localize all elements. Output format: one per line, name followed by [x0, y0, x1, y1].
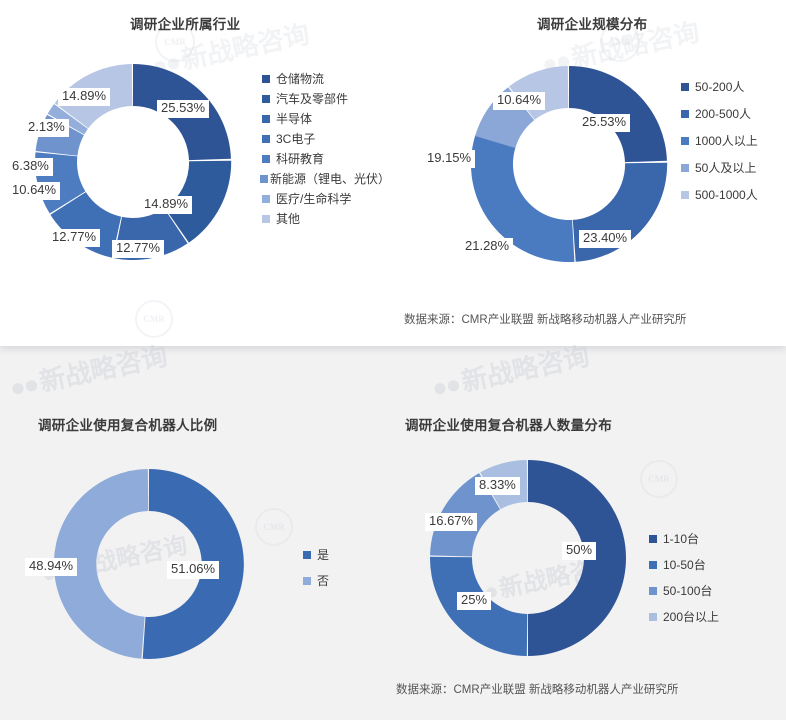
chart-title-usage-ratio: 调研企业使用复合机器人比例: [38, 418, 218, 433]
legend-item-industry-1[interactable]: 汽车及零部件: [262, 92, 390, 106]
data-label-usage-ratio-1: 48.94%: [25, 558, 78, 576]
legend-swatch-icon: [649, 535, 657, 543]
legend-item-industry-4[interactable]: 科研教育: [262, 152, 390, 166]
chart-panel-industry: 调研企业所属行业: [0, 0, 393, 346]
legend-item-industry-6[interactable]: 医疗/生命科学: [262, 192, 390, 206]
data-label-industry-6: 2.13%: [24, 119, 69, 137]
legend-industry: 仓储物流 汽车及零部件 半导体 3C电子 科研教育 新能源（锂电、光伏）: [260, 72, 390, 232]
legend-item-industry-7[interactable]: 其他: [262, 212, 390, 226]
donut-slice-scale-2[interactable]: [470, 134, 575, 263]
legend-label: 半导体: [276, 112, 313, 126]
chart-panel-scale: 调研企业规模分布 25.53% 23.40% 21.28%: [393, 0, 786, 346]
chart-title-industry: 调研企业所属行业: [130, 17, 241, 32]
legend-label: 科研教育: [276, 152, 325, 166]
data-label-industry-3: 12.77%: [112, 240, 165, 258]
legend-label: 500-1000人: [695, 188, 758, 202]
legend-swatch-icon: [681, 83, 689, 91]
data-label-scale-4: 10.64%: [493, 92, 546, 110]
legend-swatch-icon: [262, 135, 270, 143]
legend-label: 1000人以上: [695, 134, 758, 148]
legend-swatch-icon: [262, 155, 270, 163]
legend-label: 3C电子: [276, 132, 316, 146]
legend-item-industry-5[interactable]: 新能源（锂电、光伏）: [260, 172, 390, 186]
legend-label: 50-200人: [695, 80, 745, 94]
legend-item-usage-count-1[interactable]: 10-50台: [649, 558, 719, 572]
data-label-usage-count-1: 25%: [457, 592, 492, 610]
legend-item-usage-count-0[interactable]: 1-10台: [649, 532, 719, 546]
legend-item-industry-2[interactable]: 半导体: [262, 112, 390, 126]
legend-item-scale-1[interactable]: 200-500人: [681, 107, 758, 121]
data-label-industry-2: 12.77%: [48, 229, 101, 247]
legend-item-scale-4[interactable]: 500-1000人: [681, 188, 758, 202]
legend-item-scale-2[interactable]: 1000人以上: [681, 134, 758, 148]
source-note-top: 数据来源：CMR产业联盟 新战略移动机器人产业研究所: [404, 314, 687, 326]
source-note-bottom: 数据来源：CMR产业联盟 新战略移动机器人产业研究所: [396, 684, 679, 696]
legend-usage-count: 1-10台 10-50台 50-100台 200台以上: [649, 532, 719, 636]
legend-item-usage-count-3[interactable]: 200台以上: [649, 610, 719, 624]
donut-chart-usage-count: [423, 453, 633, 663]
data-label-industry-4: 10.64%: [8, 182, 61, 200]
legend-item-industry-3[interactable]: 3C电子: [262, 132, 390, 146]
legend-swatch-icon: [649, 587, 657, 595]
legend-swatch-icon: [649, 561, 657, 569]
legend-label: 医疗/生命科学: [276, 192, 352, 206]
legend-scale: 50-200人 200-500人 1000人以上 50人及以上 500-1000…: [681, 80, 758, 215]
data-label-scale-1: 23.40%: [579, 230, 632, 248]
data-label-scale-2: 21.28%: [461, 238, 514, 256]
data-label-usage-ratio-0: 51.06%: [167, 561, 220, 579]
data-label-usage-count-3: 8.33%: [475, 477, 520, 495]
data-label-scale-3: 19.15%: [423, 150, 476, 168]
legend-swatch-icon: [681, 137, 689, 145]
data-label-industry-0: 25.53%: [157, 100, 210, 118]
legend-swatch-icon: [303, 551, 311, 559]
legend-item-scale-3[interactable]: 50人及以上: [681, 161, 758, 175]
data-label-usage-count-0: 50%: [562, 542, 597, 560]
legend-item-usage-ratio-0[interactable]: 是: [303, 548, 329, 562]
legend-label: 仓储物流: [276, 72, 325, 86]
legend-swatch-icon: [262, 215, 270, 223]
data-label-industry-1: 14.89%: [140, 196, 193, 214]
legend-swatch-icon: [262, 195, 270, 203]
legend-item-usage-ratio-1[interactable]: 否: [303, 574, 329, 588]
legend-item-usage-count-2[interactable]: 50-100台: [649, 584, 719, 598]
data-label-usage-count-2: 16.67%: [425, 513, 478, 531]
legend-item-scale-0[interactable]: 50-200人: [681, 80, 758, 94]
legend-swatch-icon: [262, 95, 270, 103]
legend-item-industry-0[interactable]: 仓储物流: [262, 72, 390, 86]
data-label-scale-0: 25.53%: [578, 114, 631, 132]
legend-swatch-icon: [681, 191, 689, 199]
legend-swatch-icon: [649, 613, 657, 621]
legend-swatch-icon: [260, 175, 268, 183]
legend-swatch-icon: [262, 75, 270, 83]
chart-panel-usage-count: 调研企业使用复合机器人数量分布 50% 25% 16.67% 8.33%: [393, 390, 786, 720]
legend-swatch-icon: [681, 164, 689, 172]
legend-swatch-icon: [262, 115, 270, 123]
legend-label: 50-100台: [663, 584, 713, 598]
legend-label: 200-500人: [695, 107, 752, 121]
legend-label: 1-10台: [663, 532, 700, 546]
donut-slice-usage-ratio-1[interactable]: [53, 469, 149, 659]
data-label-industry-5: 6.38%: [8, 158, 53, 176]
legend-label: 是: [317, 548, 330, 562]
legend-label: 否: [317, 574, 330, 588]
legend-label: 其他: [276, 212, 301, 226]
chart-panel-usage-ratio: 调研企业使用复合机器人比例 51.06% 48.94% 是 否: [0, 390, 393, 720]
legend-label: 200台以上: [663, 610, 720, 624]
donut-chart-usage-ratio: [48, 463, 250, 665]
legend-label: 汽车及零部件: [276, 92, 349, 106]
chart-title-usage-count: 调研企业使用复合机器人数量分布: [405, 418, 612, 433]
data-label-industry-7: 14.89%: [58, 88, 111, 106]
donut-slice-industry-1[interactable]: [164, 160, 232, 243]
legend-usage-ratio: 是 否: [303, 548, 329, 600]
donut-slice-usage-ratio-0[interactable]: [142, 469, 244, 659]
legend-swatch-icon: [303, 577, 311, 585]
chart-title-scale: 调研企业规模分布: [537, 17, 648, 32]
legend-swatch-icon: [681, 110, 689, 118]
legend-label: 50人及以上: [695, 161, 757, 175]
donut-slice-usage-count-0[interactable]: [528, 460, 626, 656]
legend-label: 新能源（锂电、光伏）: [270, 172, 391, 186]
donut-slice-industry-3[interactable]: [50, 192, 122, 258]
legend-label: 10-50台: [663, 558, 706, 572]
